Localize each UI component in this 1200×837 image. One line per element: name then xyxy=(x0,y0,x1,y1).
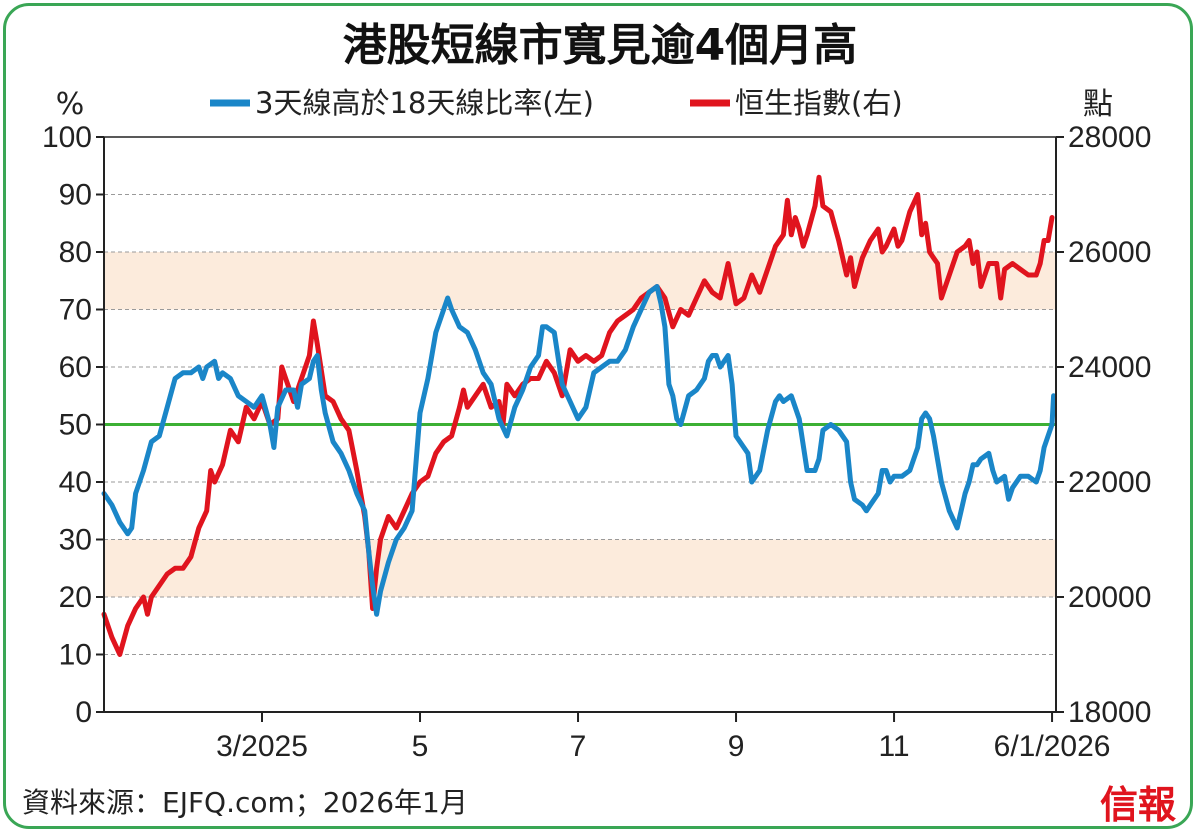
source-note: 資料來源：EJFQ.com；2026年1月 xyxy=(22,786,468,819)
left-tick-label-3: 30 xyxy=(59,524,92,557)
legend-label-breadth: 3天線高於18天線比率(左) xyxy=(255,86,594,120)
left-tick-label-0: 0 xyxy=(75,696,92,729)
shaded-band-1 xyxy=(104,252,1056,310)
left-tick-label-2: 20 xyxy=(59,581,92,614)
left-tick-label-10: 100 xyxy=(42,121,92,154)
left-tick-label-7: 70 xyxy=(59,294,92,327)
left-tick-label-6: 60 xyxy=(59,351,92,384)
left-tick-label-5: 50 xyxy=(59,409,92,442)
x-tick-label-3: 9 xyxy=(728,730,745,763)
shaded-band-0 xyxy=(104,539,1056,597)
right-tick-label-0: 18000 xyxy=(1068,696,1151,729)
right-tick-label-3: 24000 xyxy=(1068,351,1151,384)
right-tick-label-4: 26000 xyxy=(1068,236,1151,269)
x-axis-ticks: 3/2025 5 7 9 11 6/1/2026 xyxy=(216,712,1110,763)
left-axis-unit: % xyxy=(56,87,85,122)
x-tick-label-4: 11 xyxy=(878,730,909,763)
brand-logo: 信報 xyxy=(1100,782,1176,827)
x-tick-label-2: 7 xyxy=(570,730,587,763)
right-tick-label-1: 20000 xyxy=(1068,581,1151,614)
left-tick-label-4: 40 xyxy=(59,466,92,499)
chart-title: 港股短線市寬見逾4個月高 xyxy=(343,20,858,71)
x-tick-label-5: 6/1/2026 xyxy=(994,730,1111,763)
x-tick-label-0: 3/2025 xyxy=(216,730,308,763)
left-tick-label-8: 80 xyxy=(59,236,92,269)
x-tick-label-1: 5 xyxy=(412,730,429,763)
legend: 3天線高於18天線比率(左) 恒生指數(右) xyxy=(210,86,903,120)
legend-label-hsi: 恒生指數(右) xyxy=(735,86,903,120)
right-tick-label-5: 28000 xyxy=(1068,121,1151,154)
chart-frame xyxy=(3,3,1193,829)
gridlines xyxy=(104,194,1056,655)
left-tick-label-1: 10 xyxy=(59,639,92,672)
left-tick-label-9: 90 xyxy=(59,179,92,212)
right-axis-unit: 點 xyxy=(1083,87,1113,122)
left-axis-ticks: 0 10 20 30 40 50 60 70 80 90 100 xyxy=(42,121,104,729)
right-axis-ticks: 18000 20000 22000 24000 26000 28000 xyxy=(1056,121,1151,729)
series-line-breadth xyxy=(101,284,1057,617)
series-group xyxy=(101,174,1057,657)
right-tick-label-2: 22000 xyxy=(1068,466,1151,499)
